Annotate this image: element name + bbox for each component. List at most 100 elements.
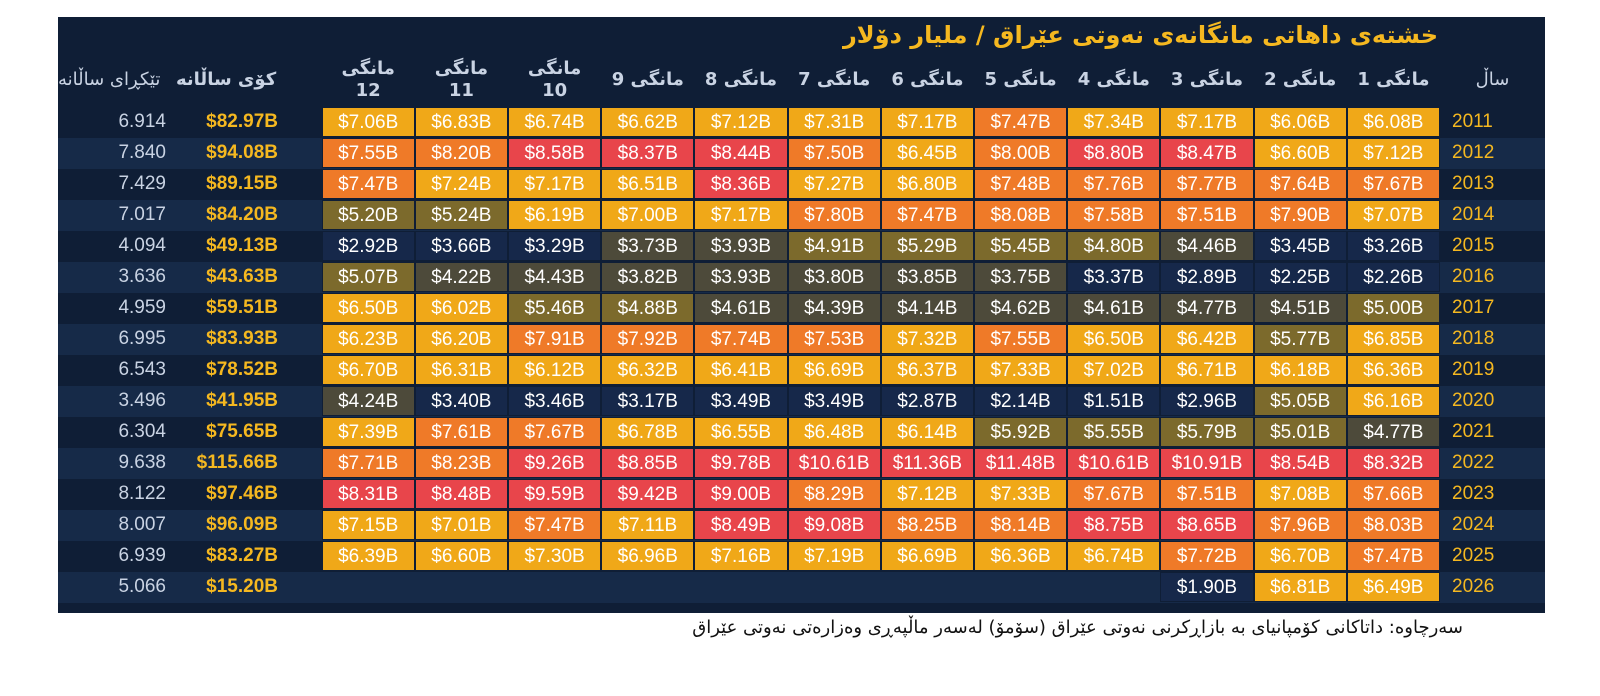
month-value-cell: $4.61B	[1067, 293, 1161, 323]
month-value-cell: $7.34B	[1067, 107, 1161, 137]
month-value-cell: $6.06B	[1253, 107, 1347, 137]
month-value-cell: $8.03B	[1346, 510, 1440, 540]
month-value-cell: $7.55B	[321, 138, 415, 168]
month-value-cell: $7.72B	[1160, 541, 1254, 571]
month-value-cell: $3.45B	[1253, 231, 1347, 261]
month-value-cell: $7.17B	[1160, 107, 1254, 137]
month-value-cell: $10.61B	[787, 448, 881, 478]
month-value-cell: $7.67B	[1067, 479, 1161, 509]
header-month-9: مانگی 9	[611, 68, 684, 90]
month-value-cell: $7.12B	[1346, 138, 1440, 168]
month-value-cell: $6.12B	[508, 355, 602, 385]
month-value-cell: $5.55B	[1067, 417, 1161, 447]
year-cell: 2020	[1452, 390, 1495, 411]
month-value-cell: $7.67B	[508, 417, 602, 447]
month-value-cell: $6.83B	[414, 107, 508, 137]
year-cell: 2023	[1452, 483, 1495, 504]
month-value-cell: $7.67B	[1346, 169, 1440, 199]
year-cell: 2015	[1452, 235, 1495, 256]
header-month-7: مانگی 7	[798, 68, 871, 90]
month-value-cell: $1.90B	[1160, 572, 1254, 602]
month-value-cell: $8.75B	[1067, 510, 1161, 540]
month-value-cell: $6.71B	[1160, 355, 1254, 385]
month-value-cell: $6.70B	[321, 355, 415, 385]
month-value-cell: $7.61B	[414, 417, 508, 447]
month-value-cell: $1.51B	[1067, 386, 1161, 416]
header-month-2: مانگی 2	[1264, 68, 1337, 90]
month-value-cell: $7.90B	[1253, 200, 1347, 230]
month-value-cell: $4.22B	[414, 262, 508, 292]
year-cell: 2026	[1452, 576, 1495, 597]
year-cell: 2024	[1452, 514, 1495, 535]
month-value-cell: $7.48B	[974, 169, 1068, 199]
annual-average-cell: 3.496	[118, 390, 166, 411]
month-value-cell: $7.47B	[1346, 541, 1440, 571]
month-value-cell: $7.64B	[1253, 169, 1347, 199]
month-value-cell: $6.85B	[1346, 324, 1440, 354]
month-value-cell: $7.96B	[1253, 510, 1347, 540]
year-cell: 2012	[1452, 142, 1495, 163]
month-value-cell: $7.16B	[694, 541, 788, 571]
month-value-cell: $3.82B	[601, 262, 695, 292]
month-value-cell: $8.31B	[321, 479, 415, 509]
month-value-cell: $7.91B	[508, 324, 602, 354]
month-value-cell: $7.24B	[414, 169, 508, 199]
year-cell: 2013	[1452, 173, 1495, 194]
month-value-cell: $5.24B	[414, 200, 508, 230]
month-value-cell: $6.96B	[601, 541, 695, 571]
month-value-cell: $7.08B	[1253, 479, 1347, 509]
month-value-cell: $7.17B	[694, 200, 788, 230]
month-value-cell: $6.69B	[787, 355, 881, 385]
month-value-cell: $6.02B	[414, 293, 508, 323]
month-value-cell: $8.54B	[1253, 448, 1347, 478]
month-value-cell: $4.77B	[1160, 293, 1254, 323]
month-value-cell: $4.61B	[694, 293, 788, 323]
month-value-cell: $6.39B	[321, 541, 415, 571]
header-year: ساڵ	[1475, 68, 1510, 90]
header-month-4: مانگی 4	[1077, 68, 1150, 90]
annual-average-cell: 3.636	[118, 266, 166, 287]
month-value-cell: $6.50B	[1067, 324, 1161, 354]
month-value-cell: $7.47B	[974, 107, 1068, 137]
month-value-cell: $5.77B	[1253, 324, 1347, 354]
month-value-cell: $2.96B	[1160, 386, 1254, 416]
month-value-cell: $7.00B	[601, 200, 695, 230]
month-value-cell: $6.55B	[694, 417, 788, 447]
header-month-8: مانگی 8	[704, 68, 778, 90]
month-value-cell: $5.45B	[974, 231, 1068, 261]
header-month-10: مانگی 10	[527, 57, 582, 101]
annual-total-cell: $83.93B	[206, 328, 278, 349]
month-value-cell: $7.33B	[974, 355, 1068, 385]
month-value-cell: $3.46B	[508, 386, 602, 416]
month-value-cell: $6.36B	[974, 541, 1068, 571]
month-value-cell: $11.48B	[974, 448, 1068, 478]
month-value-cell: $7.51B	[1160, 200, 1254, 230]
month-value-cell: $8.23B	[414, 448, 508, 478]
month-value-cell: $3.17B	[601, 386, 695, 416]
month-value-cell: $6.80B	[880, 169, 974, 199]
revenue-table-panel: خشتەی داهاتی مانگانەی نەوتی عێراق / ملیا…	[58, 17, 1545, 613]
annual-average-cell: 6.304	[118, 421, 166, 442]
header-month-5: مانگی 5	[984, 68, 1057, 90]
month-value-cell: $7.66B	[1346, 479, 1440, 509]
month-value-cell: $6.45B	[880, 138, 974, 168]
month-value-cell: $3.49B	[787, 386, 881, 416]
month-value-cell: $8.14B	[974, 510, 1068, 540]
year-cell: 2022	[1452, 452, 1495, 473]
month-value-cell: $6.81B	[1253, 572, 1347, 602]
header-month-3: مانگی 3	[1170, 68, 1244, 90]
month-value-cell: $4.80B	[1067, 231, 1161, 261]
month-value-cell: $2.25B	[1253, 262, 1347, 292]
month-value-cell: $3.75B	[974, 262, 1068, 292]
month-value-cell: $7.11B	[601, 510, 695, 540]
month-value-cell: $4.88B	[601, 293, 695, 323]
annual-total-cell: $115.66B	[196, 452, 278, 473]
month-value-cell: $6.49B	[1346, 572, 1440, 602]
month-value-cell: $7.33B	[974, 479, 1068, 509]
month-value-cell: $9.59B	[508, 479, 602, 509]
year-cell: 2011	[1452, 111, 1493, 132]
annual-total-cell: $75.65B	[206, 421, 278, 442]
month-value-cell: $6.08B	[1346, 107, 1440, 137]
month-value-cell: $7.15B	[321, 510, 415, 540]
month-value-cell: $7.12B	[694, 107, 788, 137]
